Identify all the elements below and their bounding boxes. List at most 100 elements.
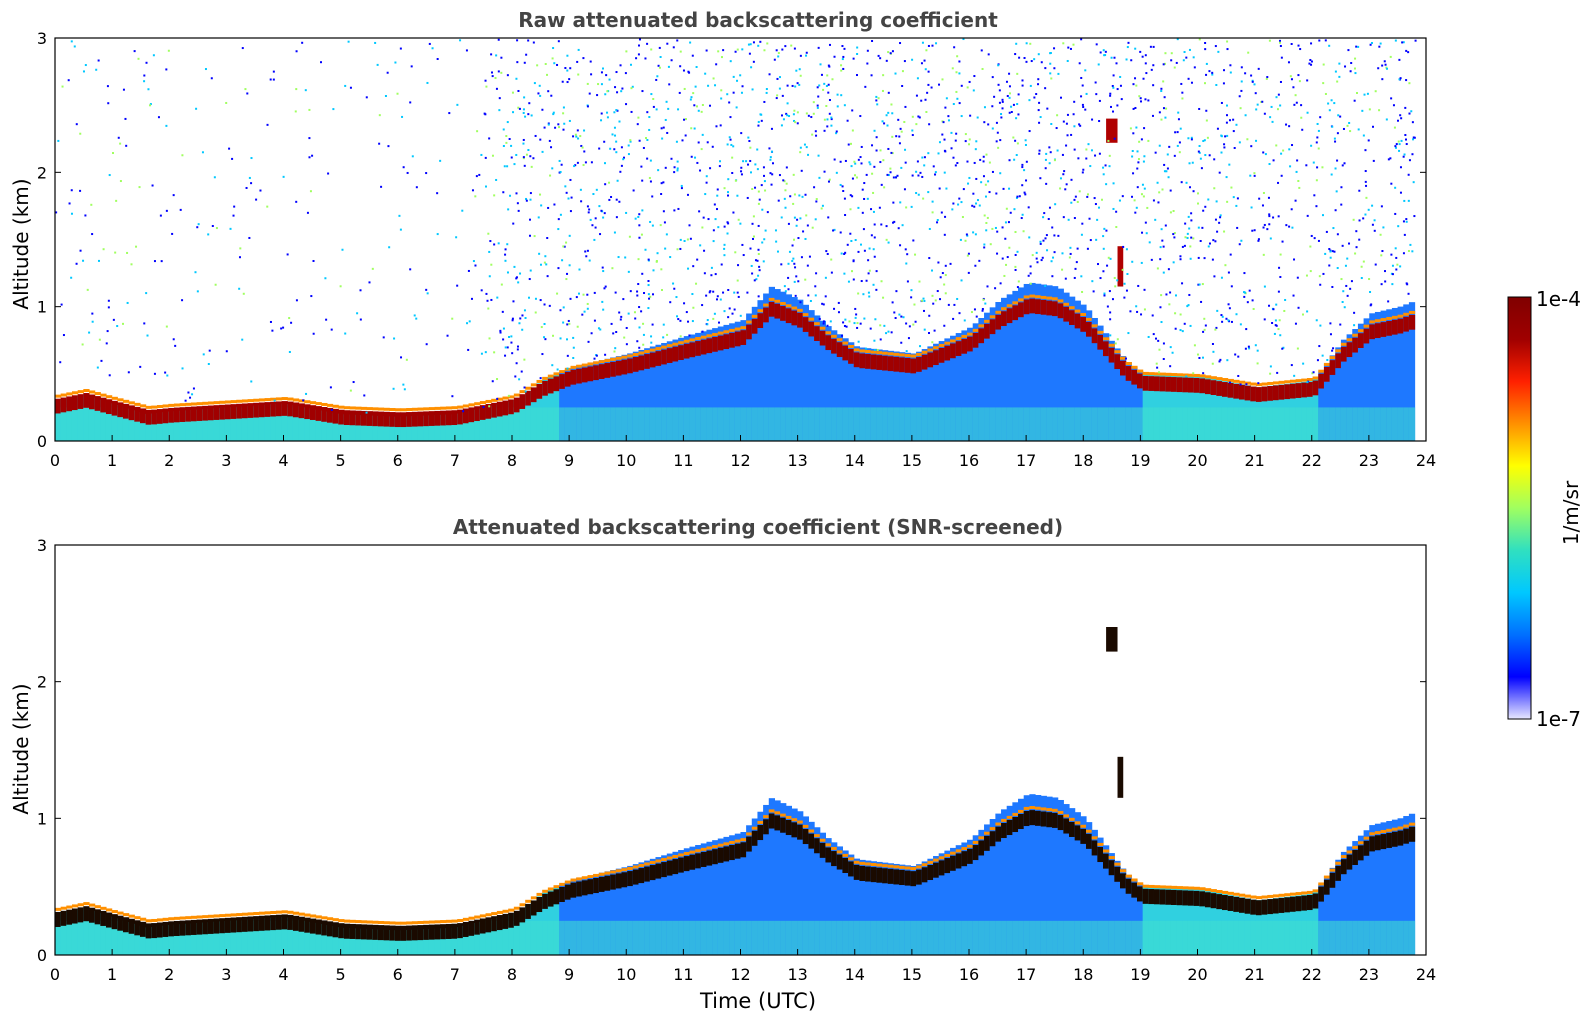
noise-speck [842, 190, 845, 193]
noise-speck [130, 263, 133, 266]
noise-speck [694, 85, 697, 88]
y-tick-label: 3 [37, 29, 47, 48]
noise-speck [484, 351, 487, 354]
noise-speck [410, 65, 413, 68]
noise-speck [648, 128, 651, 131]
heatmap-cell [916, 864, 923, 955]
heatmap-cell [763, 407, 770, 441]
noise-speck [67, 79, 70, 82]
noise-speck [882, 74, 885, 77]
noise-speck [974, 148, 977, 151]
noise-speck [949, 262, 952, 265]
noise-speck [160, 260, 163, 263]
heatmap-cell [111, 400, 118, 416]
noise-speck [1198, 107, 1201, 110]
noise-speck [1147, 335, 1150, 338]
heatmap-cell [706, 334, 713, 338]
heatmap-cell [712, 332, 719, 336]
noise-speck [911, 174, 914, 177]
heatmap-cell [1103, 849, 1110, 853]
noise-speck [426, 292, 429, 295]
noise-speck [1123, 296, 1126, 299]
heatmap-cell [1380, 322, 1387, 337]
noise-speck [795, 275, 798, 278]
noise-speck [1191, 161, 1194, 164]
noise-speck [290, 321, 293, 324]
heatmap-cell [457, 918, 464, 922]
noise-speck [995, 140, 998, 143]
noise-speck [1164, 224, 1167, 227]
heatmap-cell [774, 289, 781, 441]
noise-speck [1112, 74, 1115, 77]
heatmap-cell [887, 356, 894, 372]
heatmap-cell [349, 406, 356, 410]
heatmap-cell [508, 407, 515, 441]
heatmap-cell [1227, 891, 1234, 895]
heatmap-cell [1193, 377, 1200, 393]
heatmap-cell [1318, 882, 1325, 886]
heatmap-cell [904, 407, 911, 441]
heatmap-cell [230, 920, 237, 955]
noise-speck [1333, 250, 1336, 253]
noise-speck [796, 218, 799, 221]
heatmap-cell [134, 920, 141, 936]
heatmap-cell [1199, 920, 1206, 955]
heatmap-cell [695, 337, 702, 341]
heatmap-cell [156, 922, 164, 938]
noise-speck [595, 188, 598, 191]
heatmap-cell [1086, 833, 1093, 849]
noise-speck [679, 247, 682, 250]
noise-speck [931, 211, 934, 214]
noise-speck [941, 133, 944, 136]
noise-speck [1197, 150, 1200, 153]
noise-speck [145, 292, 148, 295]
heatmap-cell [984, 319, 991, 323]
heatmap-cell [1131, 365, 1138, 369]
noise-speck [559, 213, 562, 216]
heatmap-cell [638, 862, 645, 955]
heatmap-cell [853, 407, 860, 441]
noise-speck [1261, 100, 1264, 103]
heatmap-cell [785, 815, 793, 819]
noise-speck [1029, 42, 1032, 45]
noise-speck [1005, 207, 1008, 210]
noise-speck [1322, 82, 1325, 85]
noise-speck [902, 316, 905, 319]
noise-speck [859, 115, 862, 118]
heatmap-cell [967, 336, 974, 352]
noise-speck [1132, 83, 1135, 86]
heatmap-cell [1120, 360, 1127, 376]
noise-speck [100, 359, 103, 362]
noise-speck [593, 357, 596, 360]
noise-speck [1060, 96, 1063, 99]
noise-speck [828, 99, 831, 102]
x-tick-label: 10 [616, 965, 636, 984]
heatmap-cell [1323, 366, 1331, 382]
noise-speck [1232, 130, 1235, 133]
noise-speck [1365, 196, 1368, 199]
noise-speck [82, 259, 85, 262]
noise-speck [143, 74, 146, 77]
heatmap-cell [1357, 845, 1365, 861]
heatmap-cell [366, 415, 373, 441]
heatmap-cell [723, 334, 730, 350]
heatmap-cell [791, 920, 798, 955]
noise-speck [1131, 260, 1134, 263]
noise-speck [1116, 279, 1119, 282]
noise-speck [692, 265, 695, 268]
noise-speck [1219, 358, 1222, 361]
noise-speck [562, 306, 565, 309]
noise-speck [560, 163, 563, 166]
heatmap-cell [768, 286, 776, 441]
noise-speck [1024, 193, 1027, 196]
heatmap-cell [683, 336, 691, 441]
noise-speck [1243, 295, 1246, 298]
heatmap-cell [615, 920, 623, 955]
noise-speck [1245, 328, 1248, 331]
noise-speck [181, 367, 184, 370]
heatmap-cell [1040, 811, 1047, 827]
heatmap-cell [258, 915, 266, 931]
noise-speck [686, 193, 689, 196]
noise-speck [1339, 323, 1342, 326]
noise-speck [828, 178, 831, 181]
